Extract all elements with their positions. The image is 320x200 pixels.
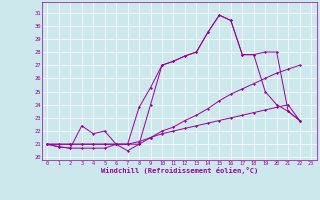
X-axis label: Windchill (Refroidissement éolien,°C): Windchill (Refroidissement éolien,°C) (100, 167, 258, 174)
